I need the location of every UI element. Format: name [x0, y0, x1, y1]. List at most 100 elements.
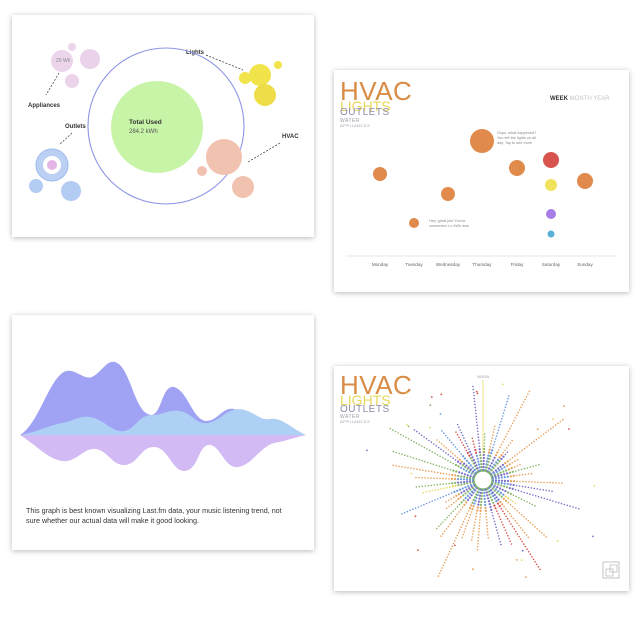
radial-dot [484, 506, 487, 509]
data-point[interactable] [546, 209, 556, 219]
radial-dot [503, 409, 506, 411]
radial-dot [545, 536, 547, 538]
lights-bubble[interactable] [254, 84, 276, 106]
radial-dot [448, 514, 450, 517]
radial-dot [431, 451, 434, 453]
total-used-bubble[interactable] [111, 81, 203, 173]
radial-dot [460, 472, 464, 475]
radial-dot [483, 450, 486, 454]
radial-dot [464, 528, 467, 530]
radial-dot [437, 575, 440, 577]
stream-layer-middle[interactable] [20, 409, 306, 435]
radial-dot [456, 433, 459, 436]
radial-dot [502, 455, 505, 458]
data-point[interactable] [547, 230, 555, 238]
radial-dot [501, 415, 504, 417]
radial-dot [516, 522, 518, 524]
radial-dot [497, 429, 500, 432]
radial-dot [474, 518, 477, 521]
radial-dot [552, 500, 554, 502]
data-point[interactable] [409, 218, 419, 228]
radial-dot [448, 505, 450, 508]
radial-dot [412, 457, 415, 459]
tab-month-year[interactable]: MONTH YEAR [569, 96, 610, 102]
radial-dot [533, 440, 535, 443]
radial-dot [506, 482, 509, 486]
corner-icon[interactable] [602, 561, 620, 579]
radial-dot [453, 501, 455, 504]
radial-dot [443, 432, 445, 434]
stream-layer-bottom[interactable] [20, 435, 306, 471]
radial-dot [451, 485, 454, 488]
data-point[interactable] [577, 173, 593, 189]
radial-dot [418, 432, 420, 435]
radial-dot [402, 435, 405, 437]
radial-dot [423, 446, 426, 449]
radial-dot [516, 458, 519, 461]
appliances-bubble[interactable] [65, 74, 79, 88]
radial-dot [521, 485, 524, 488]
radial-dot [439, 483, 441, 486]
data-point[interactable] [470, 129, 494, 153]
lights-bubble[interactable] [274, 61, 282, 69]
data-point[interactable] [373, 167, 387, 181]
day-label: Monday [372, 262, 389, 267]
radial-dot [467, 519, 470, 522]
appliances-bubble[interactable] [51, 50, 73, 72]
radial-dot [437, 488, 439, 491]
radial-dot [514, 502, 517, 505]
radial-dot [509, 442, 512, 444]
radial-dot [448, 473, 451, 476]
weekly-dot-chart: Monday Tuesday Wednesday Thursday Friday Satu… [346, 129, 617, 267]
lights-bubble[interactable] [249, 64, 271, 86]
radial-dot [490, 499, 493, 502]
radial-dot [422, 469, 424, 471]
radial-dot [473, 397, 476, 400]
appliances-bubble[interactable] [68, 43, 76, 51]
radial-dot [557, 422, 559, 425]
radial-dot [464, 446, 466, 449]
radial-dot [474, 409, 477, 412]
outlets-bubble[interactable] [61, 181, 81, 201]
data-point[interactable] [509, 160, 525, 176]
radial-dot [452, 542, 455, 545]
hvac-bubble[interactable] [197, 166, 207, 176]
tab-week[interactable]: WEEK [550, 96, 568, 102]
day-label: Saturday [542, 262, 561, 267]
radial-dot [423, 503, 425, 506]
outlets-bubble[interactable] [29, 179, 43, 193]
radial-dot [457, 474, 460, 478]
appliances-bubble[interactable] [80, 49, 100, 69]
total-ring [87, 47, 245, 205]
radial-dot [462, 444, 465, 446]
radial-dot [520, 527, 522, 529]
radial-dot [515, 484, 518, 487]
radial-dot [524, 545, 527, 548]
radial-dot [547, 429, 550, 432]
radial-dot [490, 492, 493, 495]
radial-dot [517, 411, 519, 414]
radial-dot [495, 500, 498, 503]
data-point[interactable] [441, 187, 455, 201]
hvac-bubble[interactable] [232, 176, 254, 198]
radial-dot [478, 525, 481, 527]
lights-bubble[interactable] [239, 72, 251, 84]
hvac-label: HVAC [282, 134, 299, 140]
hvac-bubble[interactable] [206, 139, 242, 175]
radial-dot [437, 446, 440, 449]
radial-dot [429, 462, 432, 465]
radial-dot [518, 409, 521, 411]
radial-dot [436, 483, 438, 486]
radial-dot [445, 494, 447, 497]
radial-dot [518, 535, 520, 538]
radial-dot [460, 501, 463, 504]
radial-dot [473, 394, 475, 397]
radial-dot [466, 498, 470, 502]
radial-dot [509, 458, 511, 461]
radial-dot [462, 468, 465, 471]
data-point[interactable] [545, 179, 557, 191]
radial-dot [508, 395, 510, 397]
data-point[interactable] [543, 152, 559, 168]
radial-dot [503, 526, 505, 529]
leader-line [247, 142, 281, 163]
